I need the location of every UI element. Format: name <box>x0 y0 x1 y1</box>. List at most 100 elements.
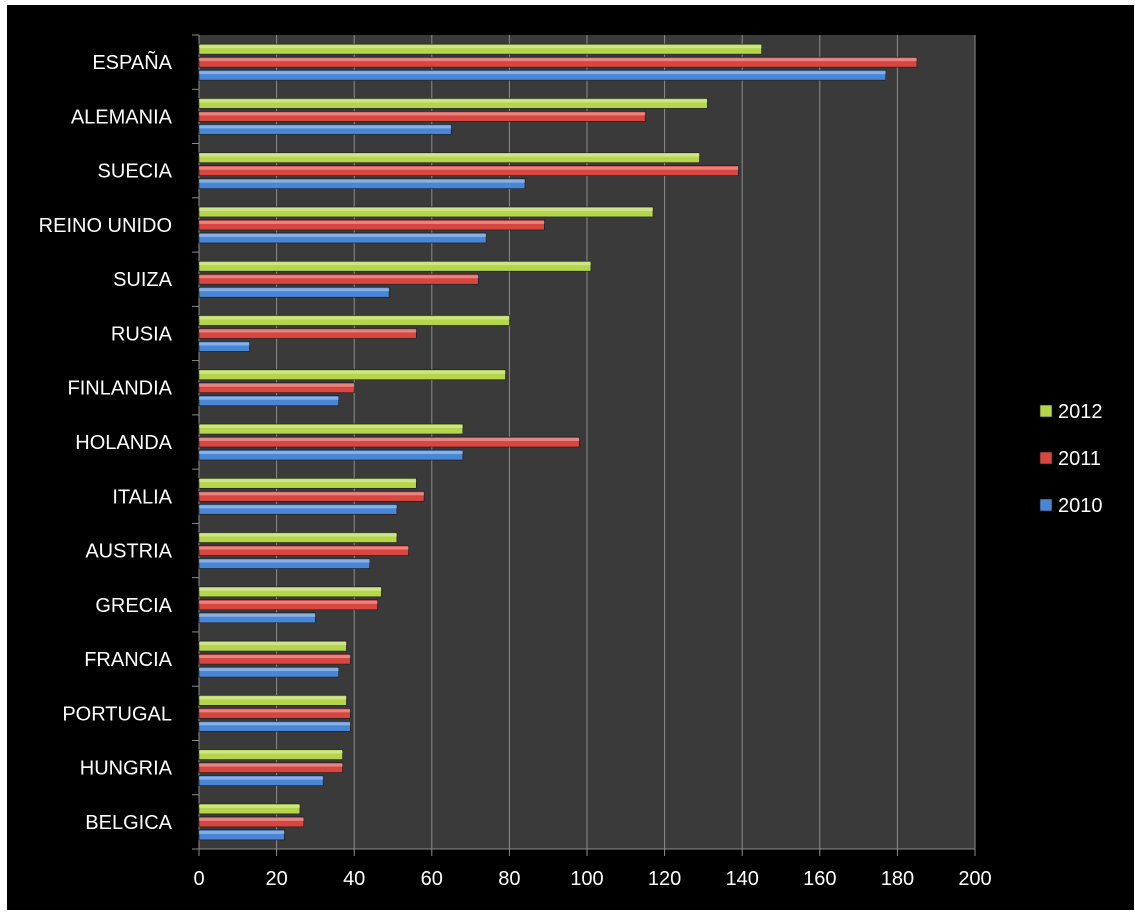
bar-2011 <box>198 545 409 556</box>
bar-highlight <box>199 763 343 767</box>
category-label: REINO UNIDO <box>39 215 172 237</box>
bar-highlight <box>199 166 739 170</box>
bar-2010 <box>198 395 339 407</box>
bar-highlight <box>199 316 510 320</box>
bar-2010 <box>198 721 351 732</box>
category-label: ESPAÑA <box>92 50 172 74</box>
bar-highlight <box>199 425 463 428</box>
legend-swatch-2010 <box>1039 498 1053 512</box>
bar-2010 <box>198 124 452 135</box>
category-label: SUECIA <box>98 161 173 183</box>
bar-2010 <box>198 178 526 189</box>
bar-highlight <box>199 275 479 279</box>
bar-2012 <box>198 369 506 381</box>
category-label: ITALIA <box>112 486 172 508</box>
x-tick-label: 120 <box>648 868 681 890</box>
bar-2010 <box>198 666 339 678</box>
bar-highlight <box>199 220 545 224</box>
bar-2011 <box>198 219 545 231</box>
bar-highlight <box>199 479 417 483</box>
bar-2012 <box>198 477 417 489</box>
bar-highlight <box>199 668 339 672</box>
x-tick-label: 40 <box>343 868 365 890</box>
category-label: ALEMANIA <box>71 106 173 128</box>
x-tick-label: 200 <box>958 868 991 890</box>
bar-highlight <box>199 655 351 659</box>
bar-2011 <box>198 56 918 68</box>
bar-2011 <box>198 328 417 339</box>
bar-highlight <box>199 288 390 292</box>
bar-2011 <box>198 708 351 719</box>
bar-2010 <box>198 775 324 786</box>
bar-highlight <box>199 830 285 834</box>
bar-highlight <box>199 776 324 780</box>
category-label: HUNGRIA <box>80 758 173 780</box>
x-tick-label: 180 <box>881 868 914 890</box>
bar-highlight <box>199 587 382 591</box>
bar-highlight <box>199 153 700 157</box>
bar-2010 <box>198 341 250 352</box>
bar-2012 <box>198 315 510 326</box>
category-label: HOLANDA <box>75 432 172 454</box>
x-tick-label: 20 <box>265 868 287 890</box>
bar-highlight <box>199 451 463 454</box>
bar-highlight <box>199 370 506 374</box>
bar-2012 <box>198 749 343 760</box>
bar-2012 <box>198 640 347 652</box>
bar-2010 <box>198 69 887 81</box>
x-tick-label: 140 <box>726 868 759 890</box>
bar-2011 <box>198 111 646 122</box>
bar-highlight <box>199 45 762 49</box>
bar-highlight <box>199 613 316 617</box>
bar-2010 <box>198 503 398 515</box>
bar-highlight <box>199 396 339 400</box>
bar-2012 <box>198 206 654 218</box>
bar-2012 <box>198 695 347 706</box>
bar-highlight <box>199 600 378 604</box>
bar-2011 <box>198 762 343 773</box>
bar-2012 <box>198 423 464 435</box>
legend-swatch-2011 <box>1039 451 1053 465</box>
bar-highlight <box>199 125 452 129</box>
bar-2011 <box>198 599 378 611</box>
bar-highlight <box>199 505 397 509</box>
bar-highlight <box>199 99 708 103</box>
x-tick-label: 100 <box>570 868 603 890</box>
bar-highlight <box>199 559 370 563</box>
bar-2012 <box>198 43 762 55</box>
x-tick-label: 60 <box>421 868 443 890</box>
bar-highlight <box>199 546 409 550</box>
bar-2011 <box>198 165 739 176</box>
bar-2010 <box>198 286 390 298</box>
category-label: SUIZA <box>113 269 173 291</box>
bar-highlight <box>199 709 351 713</box>
bar-highlight <box>199 696 347 700</box>
bar-highlight <box>199 179 525 183</box>
category-label: BELGICA <box>85 812 172 834</box>
bar-2010 <box>198 449 464 461</box>
bar-2011 <box>198 436 580 448</box>
bar-highlight <box>199 804 300 808</box>
bar-2012 <box>198 532 398 543</box>
bar-2012 <box>198 98 708 109</box>
legend-label-2011: 2011 <box>1058 448 1101 470</box>
bar-2010 <box>198 558 371 569</box>
x-tick-label: 160 <box>803 868 836 890</box>
bar-2012 <box>198 152 700 163</box>
bar-highlight <box>199 342 250 346</box>
x-tick-label: 0 <box>193 868 204 890</box>
bar-highlight <box>199 438 580 441</box>
bar-highlight <box>199 112 646 116</box>
bar-highlight <box>199 533 397 537</box>
bar-2011 <box>198 273 479 285</box>
bar-highlight <box>199 207 653 211</box>
bar-highlight <box>199 750 343 754</box>
bar-2010 <box>198 612 316 624</box>
bar-highlight <box>199 233 487 237</box>
bar-2011 <box>198 490 425 502</box>
bar-highlight <box>199 492 425 496</box>
category-label: PORTUGAL <box>62 703 172 725</box>
category-label: FINLANDIA <box>68 378 173 400</box>
category-label: FRANCIA <box>84 649 172 671</box>
